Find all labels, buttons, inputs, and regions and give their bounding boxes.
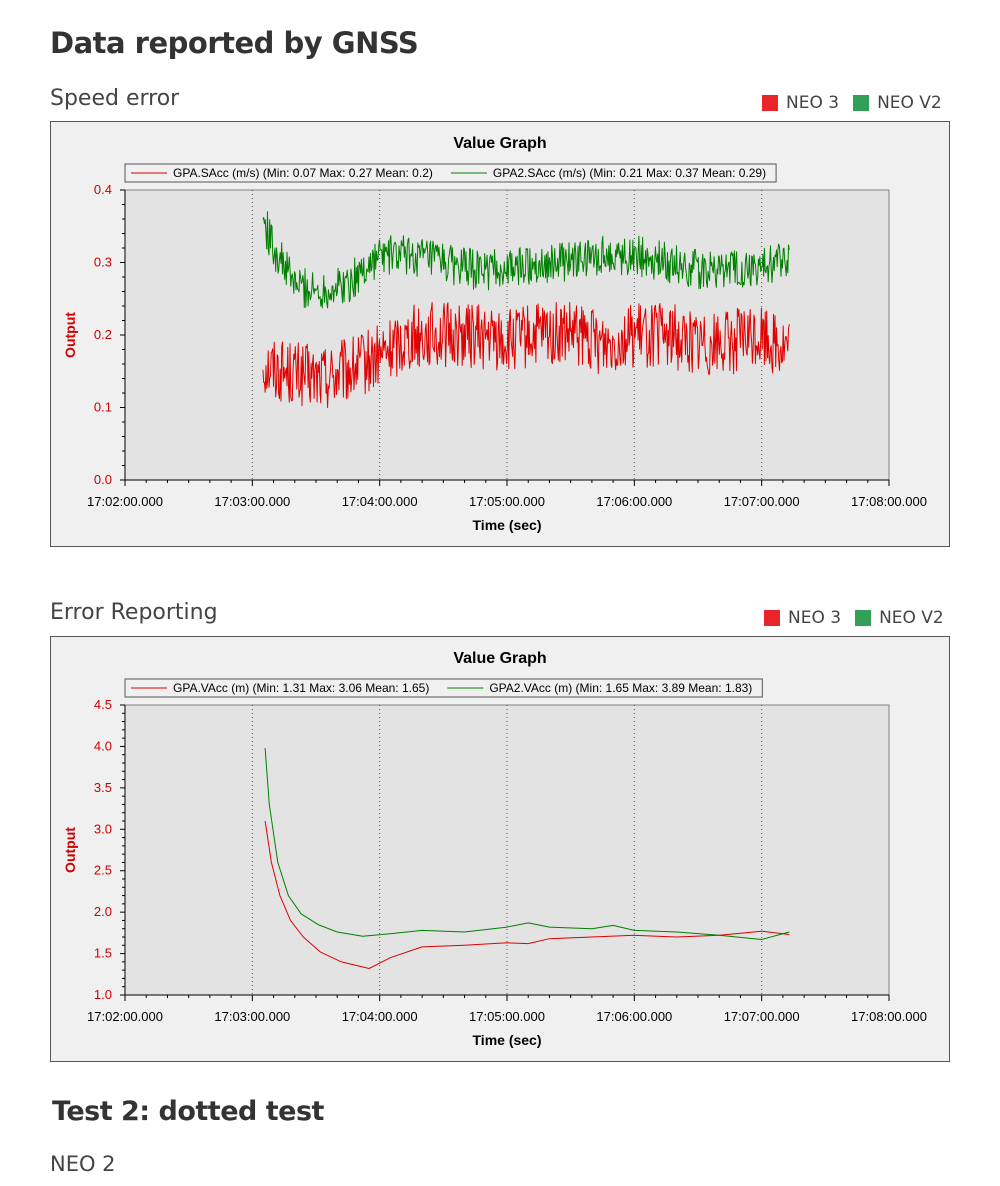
page-title: Data reported by GNSS <box>50 26 419 60</box>
legend-label-neov2: NEO V2 <box>877 93 942 113</box>
error-reporting-chart: Value Graph 1.0 1.5 2.0 2.5 3.0 3.5 4.0 4.5 17:02… <box>50 636 950 1062</box>
legend-swatch-neov2 <box>853 95 870 111</box>
legend-item-neo3: NEO 3 <box>764 608 841 628</box>
y-axis-label: Output <box>62 827 78 873</box>
series-legend: GPA.SAcc (m/s) (Min: 0.07 Max: 0.27 Mean… <box>124 163 777 183</box>
x-tick-label: 17:03:00.000 <box>214 494 290 509</box>
y-tick-label: 4.0 <box>94 738 112 753</box>
series-line-gpa <box>262 302 790 409</box>
y-tick-label: 2.5 <box>94 863 112 878</box>
x-tick-label: 17:05:00.000 <box>469 1009 545 1024</box>
x-tick-label: 17:06:00.000 <box>596 1009 672 1024</box>
speed-error-legend: NEO 3 NEO V2 <box>762 93 942 113</box>
test2-title: Test 2: dotted test <box>52 1096 324 1127</box>
series-legend-label: GPA.VAcc (m) (Min: 1.31 Max: 3.06 Mean: … <box>173 681 429 695</box>
x-tick-label: 17:08:00.000 <box>851 494 927 509</box>
legend-item-neov2: NEO V2 <box>855 608 944 628</box>
speed-error-chart: Value Graph 0.0 0.1 0.2 0.3 0.4 17:02:00.000 17… <box>50 121 950 547</box>
legend-label-neo3: NEO 3 <box>786 93 840 113</box>
series-legend-box <box>124 678 763 698</box>
series-line-gpa <box>264 820 790 969</box>
legend-item-neo3: NEO 3 <box>762 93 839 113</box>
series-legend-label: GPA.SAcc (m/s) (Min: 0.07 Max: 0.27 Mean… <box>173 166 433 180</box>
series-legend-label: GPA2.VAcc (m) (Min: 1.65 Max: 3.89 Mean:… <box>489 681 752 695</box>
error-reporting-heading: Error Reporting <box>50 600 218 625</box>
x-tick-label: 17:03:00.000 <box>214 1009 290 1024</box>
legend-item-neov2: NEO V2 <box>853 93 942 113</box>
x-tick-label: 17:02:00.000 <box>87 494 163 509</box>
y-tick-label: 0.3 <box>94 255 112 270</box>
x-tick-label: 17:06:00.000 <box>596 494 672 509</box>
series-legend: GPA.VAcc (m) (Min: 1.31 Max: 3.06 Mean: … <box>124 678 763 698</box>
x-tick-label: 17:07:00.000 <box>724 494 800 509</box>
x-tick-label: 17:07:00.000 <box>724 1009 800 1024</box>
y-tick-label: 3.0 <box>94 821 112 836</box>
y-tick-label: 0.2 <box>94 327 112 342</box>
x-tick-label: 17:08:00.000 <box>851 1009 927 1024</box>
series-line-gpa2 <box>264 748 790 940</box>
y-tick-label: 1.0 <box>94 987 112 1002</box>
chart-title: Value Graph <box>453 650 546 667</box>
y-tick-label: 0.0 <box>94 472 112 487</box>
series-legend-box <box>124 163 777 183</box>
y-tick-label: 0.1 <box>94 400 112 415</box>
legend-label-neo3: NEO 3 <box>788 608 842 628</box>
speed-error-heading: Speed error <box>50 86 180 111</box>
legend-swatch-neo3 <box>762 95 778 111</box>
x-tick-label: 17:05:00.000 <box>469 494 545 509</box>
error-reporting-chart-svg: Value Graph 1.0 1.5 2.0 2.5 3.0 3.5 4.0 4.5 17:02… <box>51 637 949 1061</box>
x-tick-label: 17:04:00.000 <box>342 1009 418 1024</box>
test2-subtitle: NEO 2 <box>50 1152 116 1176</box>
x-axis-label: Time (sec) <box>473 517 542 533</box>
legend-swatch-neo3 <box>764 610 780 626</box>
legend-label-neov2: NEO V2 <box>879 608 944 628</box>
x-axis-label: Time (sec) <box>473 1032 542 1048</box>
x-tick-label: 17:04:00.000 <box>342 494 418 509</box>
series-legend-label: GPA2.SAcc (m/s) (Min: 0.21 Max: 0.37 Mea… <box>493 166 766 180</box>
y-axis-label: Output <box>62 312 78 358</box>
y-tick-label: 4.5 <box>94 697 112 712</box>
legend-swatch-neov2 <box>855 610 872 626</box>
error-reporting-legend: NEO 3 NEO V2 <box>764 608 944 628</box>
y-tick-label: 1.5 <box>94 946 112 961</box>
y-tick-label: 0.4 <box>94 182 112 197</box>
chart-title: Value Graph <box>453 135 546 152</box>
y-tick-label: 3.5 <box>94 780 112 795</box>
x-tick-label: 17:02:00.000 <box>87 1009 163 1024</box>
series-line-gpa2 <box>262 211 790 309</box>
y-tick-label: 2.0 <box>94 904 112 919</box>
speed-error-chart-svg: Value Graph 0.0 0.1 0.2 0.3 0.4 17:02:00.000 17… <box>51 122 949 546</box>
